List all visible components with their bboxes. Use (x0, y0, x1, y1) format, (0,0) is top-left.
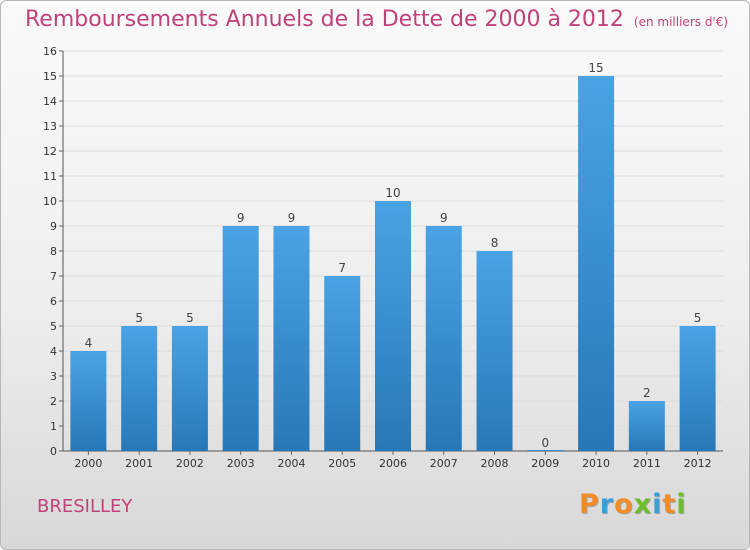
x-tick-label: 2005 (328, 457, 356, 470)
bar-value-label: 15 (588, 61, 603, 75)
x-tick-label: 2009 (531, 457, 559, 470)
bar-value-label: 5 (135, 311, 143, 325)
y-tick-label: 11 (43, 170, 57, 183)
y-tick-label: 7 (50, 270, 57, 283)
bar (375, 201, 411, 451)
bar-value-label: 5 (186, 311, 194, 325)
bar-value-label: 10 (385, 186, 400, 200)
x-tick-label: 2011 (633, 457, 661, 470)
bar-value-label: 7 (338, 261, 346, 275)
bar (171, 326, 208, 451)
bar (476, 251, 513, 451)
x-tick-label: 2008 (481, 457, 509, 470)
y-tick-label: 0 (50, 445, 57, 458)
chart-unit: (en milliers d'€) (633, 15, 729, 29)
x-tick-label: 2006 (379, 457, 407, 470)
proxiti-logo: Proxiti (579, 489, 687, 520)
x-tick-label: 2003 (227, 457, 255, 470)
bar-value-label: 2 (643, 386, 651, 400)
logo-letter: i (652, 489, 663, 520)
commune-name: BRESILLEY (37, 496, 133, 517)
y-tick-label: 14 (43, 95, 57, 108)
x-tick-label: 2000 (74, 457, 102, 470)
x-tick-label: 2002 (176, 457, 204, 470)
y-tick-label: 1 (50, 420, 57, 433)
bar-value-label: 9 (288, 211, 296, 225)
chart-title: Remboursements Annuels de la Dette de 20… (25, 7, 728, 32)
bar (273, 226, 310, 451)
x-tick-label: 2007 (430, 457, 458, 470)
logo-letter: i (676, 489, 687, 520)
y-tick-label: 6 (50, 295, 57, 308)
logo-letter: P (579, 489, 600, 520)
bar (222, 226, 259, 451)
chart-title-text: Remboursements Annuels de la Dette de 20… (25, 7, 624, 32)
y-tick-label: 4 (50, 345, 57, 358)
bar (578, 76, 615, 451)
y-tick-label: 3 (50, 370, 57, 383)
bar-value-label: 5 (694, 311, 702, 325)
bar (324, 276, 361, 451)
y-tick-label: 13 (43, 120, 57, 133)
y-tick-label: 5 (50, 320, 57, 333)
logo-letter: r (599, 489, 615, 520)
y-tick-label: 8 (50, 245, 57, 258)
bar (70, 351, 107, 451)
y-tick-label: 2 (50, 395, 57, 408)
logo-letter: o (614, 489, 634, 520)
bar (527, 450, 564, 451)
bar (425, 226, 462, 451)
y-tick-label: 15 (43, 70, 57, 83)
bar-value-label: 0 (541, 436, 549, 450)
bar-value-label: 8 (491, 236, 499, 250)
logo-letter: x (633, 489, 653, 520)
bar-value-label: 4 (85, 336, 93, 350)
bar (121, 326, 158, 451)
bar-value-label: 9 (440, 211, 448, 225)
y-tick-label: 16 (43, 45, 57, 58)
y-tick-label: 10 (43, 195, 57, 208)
x-tick-label: 2010 (582, 457, 610, 470)
bar (628, 401, 665, 451)
bar-value-label: 9 (237, 211, 245, 225)
x-tick-label: 2004 (277, 457, 305, 470)
bar (679, 326, 716, 451)
y-tick-label: 12 (43, 145, 57, 158)
logo-letter: t (662, 489, 677, 520)
x-tick-label: 2001 (125, 457, 153, 470)
x-tick-label: 2012 (684, 457, 712, 470)
y-tick-label: 9 (50, 220, 57, 233)
